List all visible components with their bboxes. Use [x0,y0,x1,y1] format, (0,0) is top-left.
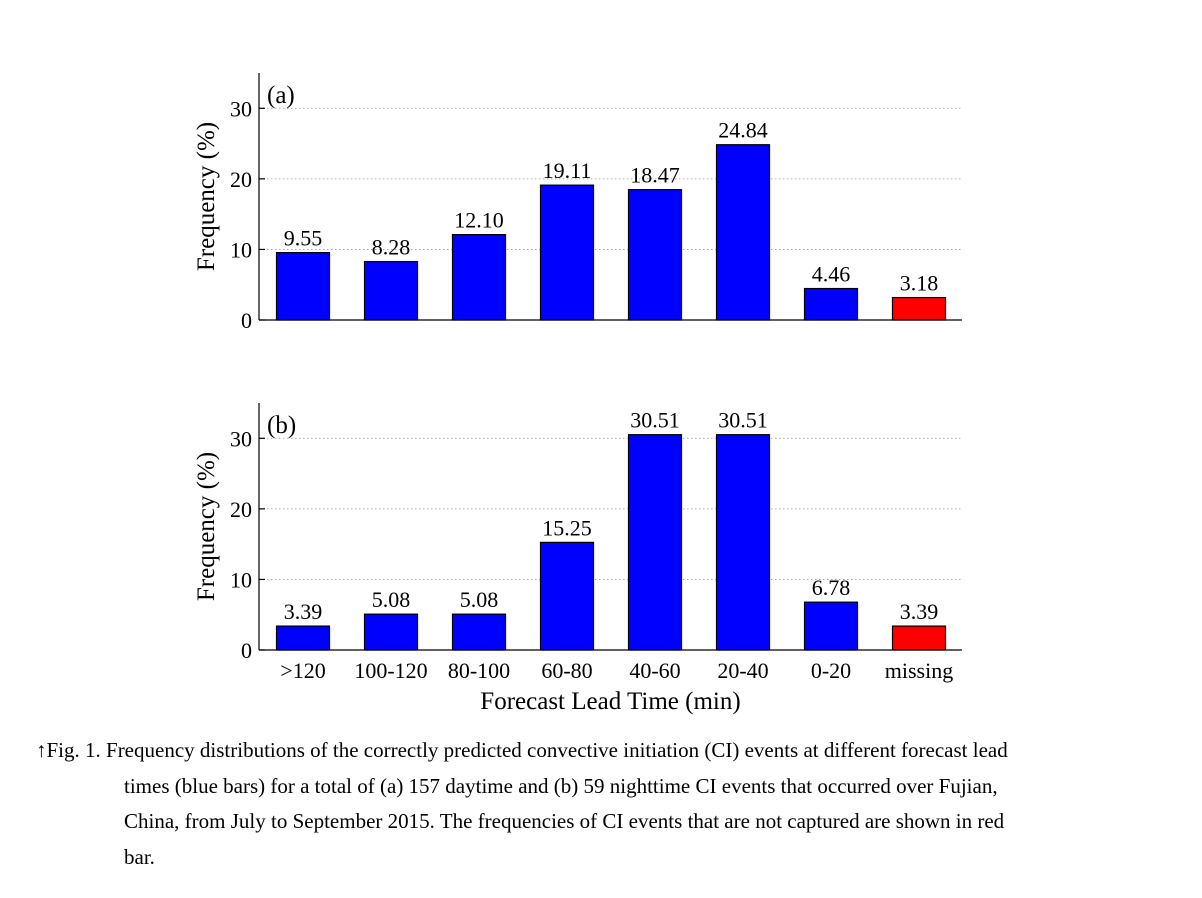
chart-b-panel-label: (b) [267,412,296,439]
chart-b-value-label-7: 3.39 [900,599,939,624]
chart-b-bar-6 [803,601,859,651]
chart-a-bar-6 [803,287,859,321]
chart-b-xtick-label-5: 20-40 [717,658,768,683]
chart-a-xtick-label-3: 60-80 [541,328,592,330]
chart-b-value-label-3: 15.25 [542,515,592,540]
chart-a-xtick-label-0: >120 [280,328,325,330]
chart-a-xtick-label-1: 100-120 [354,328,427,330]
chart-panel-b: 3.39 5.08 5.08 15.25 30.51 30.51 6.78 3.39 0 10 20… [193,403,962,715]
chart-b-xtick-label-0: >120 [280,658,325,683]
chart-b-ytick-label-10: 10 [230,567,252,592]
chart-a-bar-5 [715,144,771,321]
chart-a-value-label-5: 24.84 [718,118,768,143]
chart-a-bar-3 [539,184,595,321]
chart-a-xtick-label-5: 20-40 [717,328,768,330]
chart-b-xtick-label-7: missing [885,658,953,683]
chart-b-ytick-label-0: 0 [241,638,252,663]
chart-a-xtick-label-7: missing [885,328,953,330]
chart-a-bar-1 [363,260,419,321]
chart-panel-a: 9.55 8.28 12.10 19.11 18.47 24.84 4.46 3.18 0 10 2… [193,73,962,330]
chart-b-y-axis-title: Frequency (%) [193,452,220,601]
chart-a-value-label-0: 9.55 [284,226,323,251]
chart-b-bar-4 [627,434,683,651]
chart-a-xtick-label-2: 80-100 [448,328,510,330]
caption-line-1: ↑Fig. 1. Frequency distributions of the … [36,738,1008,762]
chart-b-value-label-4: 30.51 [630,408,680,433]
chart-b-xtick-label-4: 40-60 [629,658,680,683]
chart-b-bar-7 [891,625,947,651]
chart-a-value-label-3: 19.11 [543,158,592,183]
chart-b-bar-1 [363,613,419,651]
chart-b-ytick-label-30: 30 [230,426,252,451]
chart-b-bar-5 [715,434,771,651]
chart-b-value-label-6: 6.78 [812,575,851,600]
chart-a-value-label-2: 12.10 [454,208,504,233]
chart-a-value-label-7: 3.18 [900,271,939,296]
chart-a-xtick-label-6: 0-20 [811,328,851,330]
chart-a-xtick-label-4: 40-60 [629,328,680,330]
chart-a-value-label-4: 18.47 [630,163,680,188]
chart-b-value-label-1: 5.08 [372,587,411,612]
chart-b-ytick-label-20: 20 [230,497,252,522]
chart-a-value-label-1: 8.28 [372,235,411,260]
chart-a-value-label-6: 4.46 [812,262,851,287]
chart-b-bar-0 [275,625,331,651]
chart-b-xtick-label-2: 80-100 [448,658,510,683]
caption-line-4: bar. [124,844,155,869]
chart-b-xtick-label-3: 60-80 [541,658,592,683]
figure-caption: ↑Fig. 1. Frequency distributions of the … [36,733,1166,875]
chart-b-value-label-0: 3.39 [284,599,323,624]
chart-a-ytick-label-0: 0 [241,308,252,330]
chart-a-y-axis-title: Frequency (%) [193,122,220,271]
chart-a-bar-4 [627,189,683,321]
caption-line-3: China, from July to September 2015. The … [124,809,1005,833]
chart-b-value-label-5: 30.51 [718,408,768,433]
chart-a-panel-label: (a) [267,82,295,109]
chart-b-bar-3 [539,541,595,651]
chart-b-value-label-2: 5.08 [460,587,499,612]
chart-b-bar-2 [451,613,507,651]
chart-a-ytick-label-30: 30 [230,96,252,121]
chart-a-ytick-label-20: 20 [230,167,252,192]
chart-b-xtick-label-1: 100-120 [354,658,427,683]
chart-a-bar-0 [275,252,331,321]
chart-b-xtick-label-6: 0-20 [811,658,851,683]
chart-a-ytick-label-10: 10 [230,237,252,262]
chart-a-bar-2 [451,234,507,321]
chart-a-bar-7 [891,296,947,321]
chart-b-x-axis-title: Forecast Lead Time (min) [480,688,740,715]
caption-line-2: times (blue bars) for a total of (a) 157… [124,773,998,798]
